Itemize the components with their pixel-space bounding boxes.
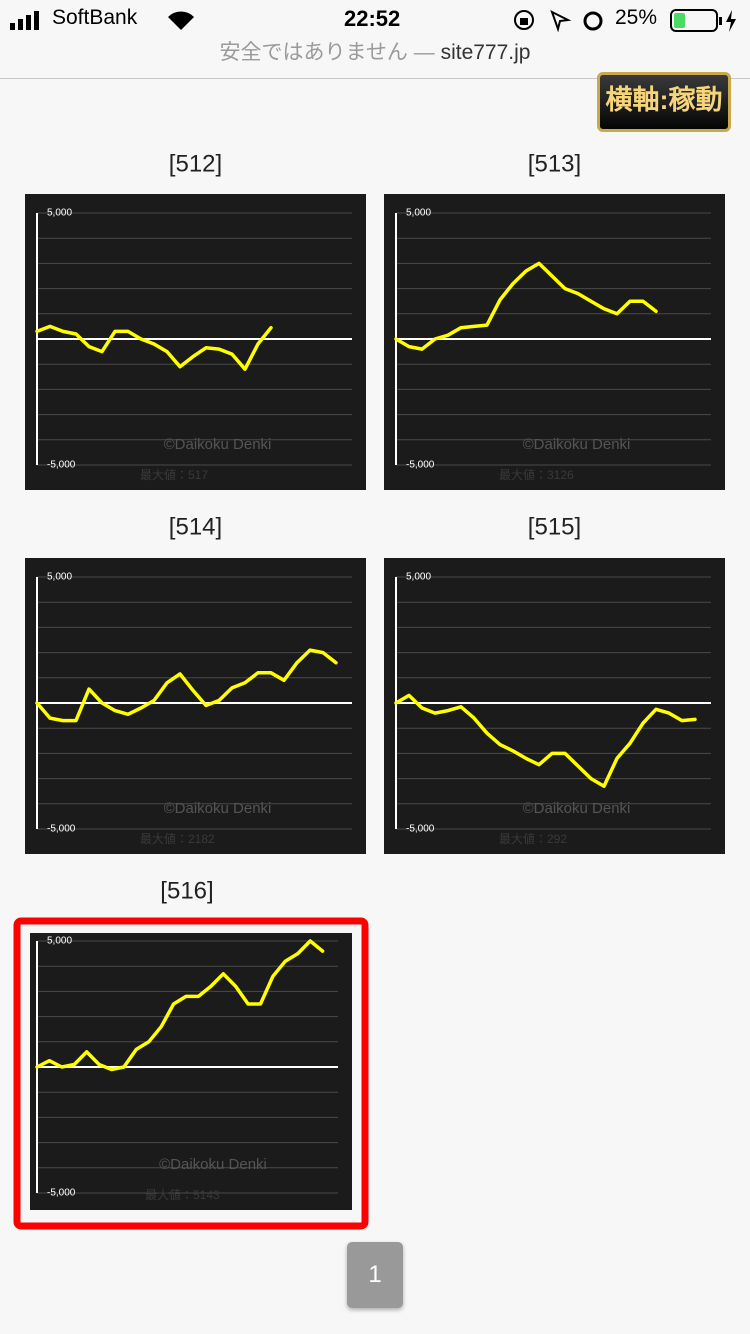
- data-line: [35, 648, 338, 723]
- status-icons: [514, 9, 603, 32]
- watermark: ©Daikoku Denki: [159, 1156, 267, 1173]
- selection-border: [13, 917, 369, 1230]
- watermark: ©Daikoku Denki: [164, 436, 272, 453]
- wifi-icon: [168, 11, 194, 30]
- y-tick-label: -5,000: [47, 460, 76, 471]
- data-line: [35, 939, 325, 1072]
- security-note: 安全ではありません —: [219, 41, 435, 64]
- chart-title: [514]: [169, 513, 222, 540]
- max-value: 最大値：2182: [140, 831, 215, 846]
- status-bar: SoftBank 22:52 25%: [0, 0, 750, 40]
- data-line: [35, 324, 273, 371]
- watermark: ©Daikoku Denki: [523, 436, 631, 453]
- carrier: SoftBank: [52, 6, 138, 29]
- y-tick-label: -5,000: [406, 824, 435, 835]
- y-tick-label: -5,000: [47, 1188, 76, 1199]
- axis-toggle-button[interactable]: 横軸:稼動: [597, 72, 731, 132]
- watermark: ©Daikoku Denki: [523, 800, 631, 817]
- y-tick-label: 5,000: [406, 572, 431, 583]
- chart-panel: [30, 933, 352, 1210]
- data-line: [394, 261, 658, 351]
- page-button[interactable]: 1: [347, 1242, 403, 1308]
- battery-percent: 25%: [615, 6, 658, 29]
- charts: [512] 5,000 -5,000 ©Daikoku Denki 最大値：517 [51…: [13, 150, 725, 1230]
- chart-title: [512]: [169, 150, 222, 177]
- data-line: [394, 693, 697, 788]
- chart-panel: [384, 558, 725, 854]
- y-tick-label: -5,000: [47, 824, 76, 835]
- chart-panel: [384, 194, 725, 490]
- watermark: ©Daikoku Denki: [164, 800, 272, 817]
- max-value: 最大値：292: [499, 831, 567, 846]
- battery-icon: [670, 9, 736, 32]
- y-tick-label: 5,000: [47, 208, 72, 219]
- max-value: 最大値：3126: [499, 467, 574, 482]
- signal-icon: [10, 11, 39, 30]
- chart-title: [513]: [528, 150, 581, 177]
- host: site777.jp: [440, 41, 531, 64]
- clock: 22:52: [344, 6, 401, 31]
- y-tick-label: -5,000: [406, 460, 435, 471]
- max-value: 最大値：517: [140, 467, 208, 482]
- chart-title: [515]: [528, 513, 581, 540]
- y-tick-label: 5,000: [47, 936, 72, 947]
- chart-title: [516]: [160, 877, 213, 904]
- address-bar[interactable]: 安全ではありません — site777.jp: [0, 38, 750, 79]
- max-value: 最大値：5143: [145, 1187, 220, 1202]
- y-tick-label: 5,000: [406, 208, 431, 219]
- y-tick-label: 5,000: [47, 572, 72, 583]
